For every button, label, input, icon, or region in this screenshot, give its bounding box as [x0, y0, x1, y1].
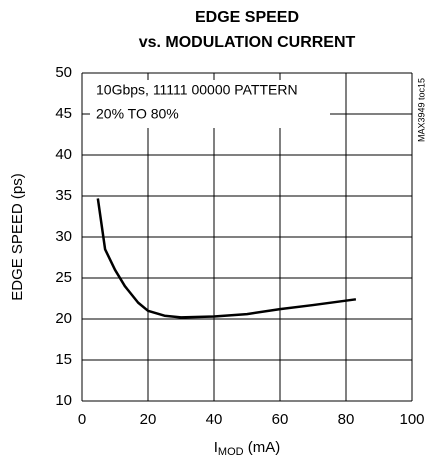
plot-area: 10 15 20 25 30 35 40 45 50 0 20 40 60 80 100	[55, 64, 424, 428]
x-axis-label: IMOD (mA)	[214, 439, 281, 458]
y-tick-label: 40	[55, 146, 72, 163]
y-tick-label: 20	[55, 310, 72, 327]
annotation: 20% TO 80%	[96, 106, 179, 122]
x-tick-label: 40	[206, 411, 223, 428]
y-tick-label: 10	[55, 392, 72, 409]
y-tick-label: 30	[55, 228, 72, 245]
chart-title: vs. MODULATION CURRENT	[139, 34, 356, 51]
x-tick-label: 80	[338, 411, 355, 428]
y-tick-label: 15	[55, 351, 72, 368]
y-axis-label: EDGE SPEED (ps)	[9, 173, 26, 301]
x-axis-label-part: (mA)	[244, 439, 281, 456]
y-tick-label: 50	[55, 64, 72, 81]
annotation: MAX3949 toc15	[416, 78, 426, 142]
x-tick-label: 60	[272, 411, 289, 428]
annotation: 10Gbps, 11111 00000 PATTERN	[96, 82, 298, 98]
data-line	[96, 198, 357, 319]
y-tick-label: 35	[55, 187, 72, 204]
y-tick-label: 45	[55, 105, 72, 122]
y-tick-label: 25	[55, 269, 72, 286]
annotation-bg	[418, 68, 426, 158]
chart-title: EDGE SPEED	[195, 9, 299, 26]
x-tick-label: 20	[140, 411, 157, 428]
x-tick-label: 100	[399, 411, 424, 428]
x-axis-label-part: MOD	[218, 446, 244, 458]
x-axis-label-part: I	[214, 439, 218, 456]
x-tick-label: 0	[78, 411, 86, 428]
annotation-box	[90, 80, 330, 128]
